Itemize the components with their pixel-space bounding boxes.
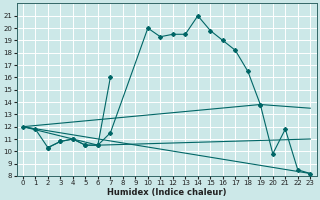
X-axis label: Humidex (Indice chaleur): Humidex (Indice chaleur) bbox=[107, 188, 226, 197]
